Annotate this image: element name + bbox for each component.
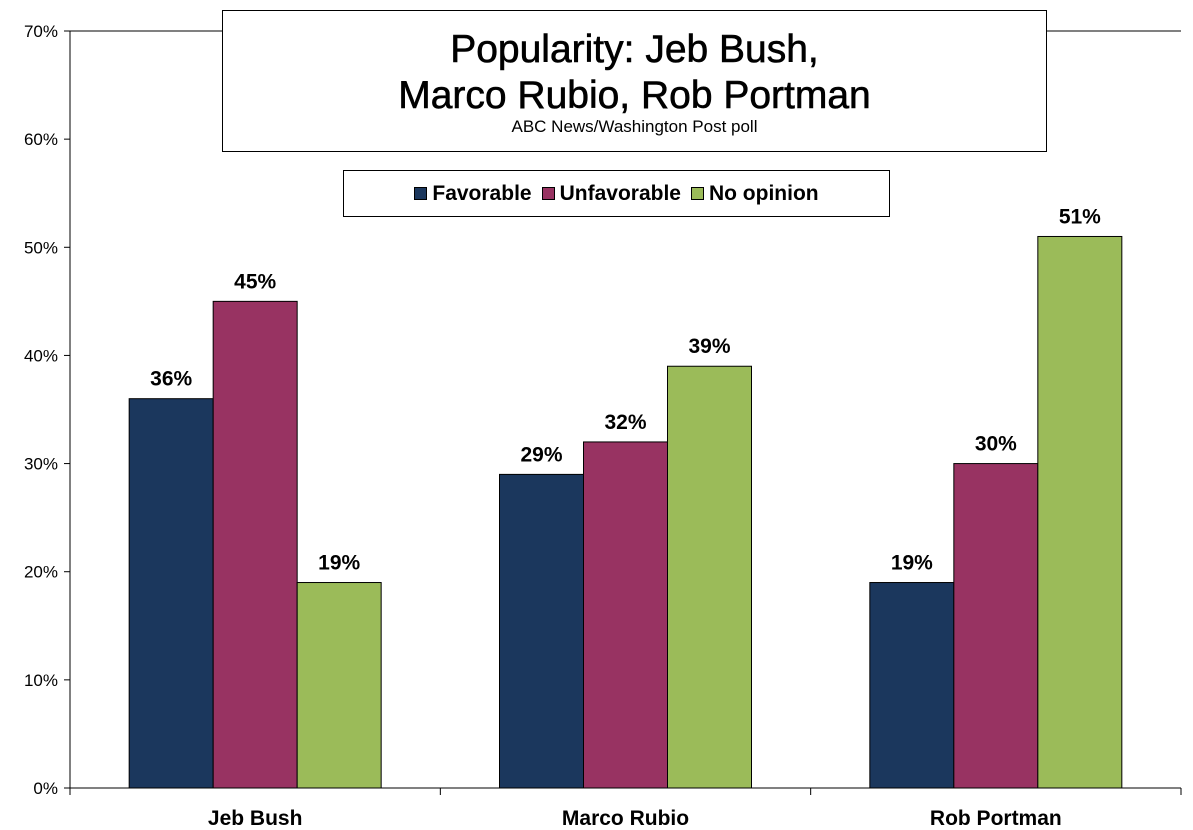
data-label: 45% (234, 270, 276, 293)
legend-label-favorable: Favorable (432, 181, 532, 205)
data-label: 19% (318, 552, 360, 575)
bar (1037, 235, 1123, 789)
legend-label-unfavorable: Unfavorable (559, 181, 681, 205)
chart-subtitle: ABC News/Washington Post poll (511, 117, 758, 136)
chart-axes: 0% 10% 20% 30% 40% 50% 60% 70% Jeb Bush Marco Rub… (24, 22, 1182, 830)
bar (128, 398, 214, 789)
y-tick-label: 60% (24, 130, 58, 149)
bar (583, 441, 668, 789)
chart-data-labels: 36% 45% 19% 29% 32% 39% 19% 30% 51% (150, 205, 1101, 574)
chart-title-line-2: Marco Rubio, Rob Portman (398, 74, 871, 118)
bar (953, 463, 1039, 789)
data-label: 51% (1059, 205, 1101, 228)
data-label: 32% (604, 411, 646, 434)
y-tick-label: 30% (24, 455, 58, 474)
chart-bars (128, 235, 1123, 789)
x-tick-label: Jeb Bush (208, 807, 303, 830)
x-tick-label: Rob Portman (930, 807, 1062, 830)
chart-title-line-1: Popularity: Jeb Bush, (450, 28, 819, 72)
data-label: 39% (688, 335, 730, 358)
legend-label-no-opinion: No opinion (708, 181, 819, 205)
bar (869, 582, 955, 789)
data-label: 36% (150, 368, 192, 391)
bar (212, 300, 298, 789)
chart-title-box: Popularity: Jeb Bush, Marco Rubio, Rob P… (222, 10, 1047, 152)
y-tick-label: 20% (24, 563, 58, 582)
y-tick-label: 40% (24, 346, 58, 365)
bar (296, 582, 382, 789)
legend-swatch-unfavorable (541, 187, 555, 200)
legend-swatch-favorable (414, 187, 428, 200)
data-label: 30% (975, 433, 1017, 456)
legend-item-favorable: Favorable (414, 181, 532, 206)
bar (667, 365, 752, 789)
x-tick-label: Marco Rubio (562, 807, 689, 830)
data-label: 29% (520, 443, 562, 466)
chart-legend: Favorable Unfavorable No opinion (343, 170, 890, 217)
legend-swatch-no-opinion (690, 187, 704, 200)
y-tick-label: 0% (33, 779, 58, 798)
y-tick-label: 50% (24, 238, 58, 257)
bar (499, 473, 584, 789)
legend-item-no-opinion: No opinion (690, 181, 819, 206)
data-label: 19% (891, 552, 933, 575)
legend-item-unfavorable: Unfavorable (541, 181, 681, 206)
y-tick-label: 10% (24, 671, 58, 690)
y-tick-label: 70% (24, 22, 58, 41)
